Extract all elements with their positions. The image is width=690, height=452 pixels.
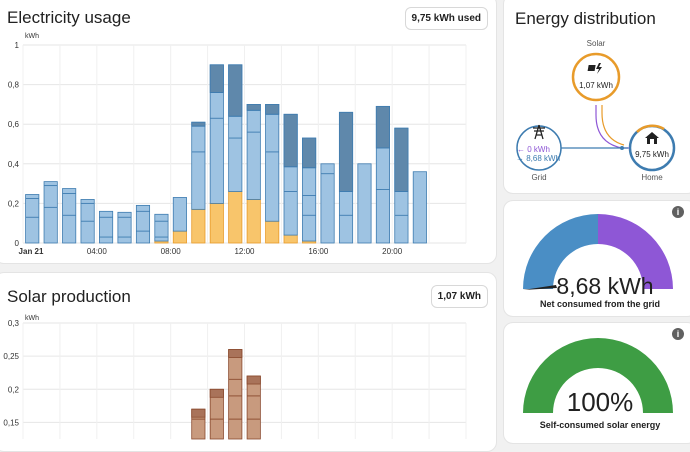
solar-production-chart[interactable]: 0,3 0,25 0,2 0,15 kWh — [0, 273, 497, 452]
gauge-return-arc — [598, 214, 673, 289]
solar-to-home-line-2 — [601, 105, 625, 146]
x-tick-label: 04:00 — [87, 247, 108, 256]
bar-solar-production — [246, 375, 261, 440]
bar-grid — [191, 121, 206, 210]
bar-grid — [43, 181, 58, 244]
solar-production-card: Solar production 1,07 kWh 0,3 0,25 0,2 0,15… — [0, 272, 497, 452]
bar-solar — [209, 202, 224, 244]
grid-gauge-label: Net consumed from the grid — [539, 299, 660, 309]
y-tick-label: 0 — [15, 239, 20, 248]
x-tick-label: 20:00 — [382, 247, 403, 256]
transmission-tower-icon — [533, 124, 545, 140]
electricity-usage-badge[interactable]: 9,75 kWh used — [404, 7, 488, 30]
bar-grid-segment — [191, 121, 206, 127]
bar-solar — [246, 199, 261, 244]
y-axis-label: kWh — [25, 315, 39, 322]
solar-node — [571, 52, 621, 102]
y-tick-label: 0,3 — [8, 319, 20, 328]
bar-grid-segment — [375, 105, 390, 149]
energy-flow-diagram — [516, 52, 676, 172]
y-tick-label: 0,6 — [8, 120, 20, 129]
bar-grid — [172, 197, 187, 232]
bar-solar-production-cap — [209, 388, 224, 398]
solar-gauge-card: i 100% Self-consumed solar energy — [503, 322, 690, 444]
bar-grid — [320, 163, 335, 244]
bar-solar-production-cap — [191, 408, 206, 418]
bar-grid-segment — [265, 104, 280, 115]
x-tick-label: Jan 21 — [19, 247, 44, 256]
bar-grid — [62, 188, 77, 244]
gauge-solar-arc — [523, 338, 673, 413]
y-axis-label: kWh — [25, 33, 39, 40]
electricity-usage-card: Electricity usage 9,75 kWh used 1 0,8 0,6 0… — [0, 0, 497, 264]
bar-solar — [228, 191, 243, 244]
bar-grid — [265, 104, 280, 222]
bar-grid-segment — [209, 64, 224, 93]
bar-solar — [283, 234, 298, 244]
y-tick-label: 0,8 — [8, 81, 20, 90]
home-label: Home — [641, 173, 663, 182]
grid-gauge — [523, 214, 673, 290]
solar-panel-icon — [587, 63, 602, 74]
bar-grid — [412, 171, 427, 244]
solar-gauge-label: Self-consumed solar energy — [539, 420, 661, 430]
y-tick-label: 0,4 — [8, 160, 20, 169]
solar-gauge-value: 100% — [566, 387, 634, 417]
bar-solar-production-cap — [246, 375, 261, 385]
bar-grid-segment — [283, 113, 298, 168]
bar-grid-segment — [338, 111, 354, 192]
bar-grid-segment — [302, 137, 317, 169]
x-tick-label: 12:00 — [234, 247, 255, 256]
solar-production-badge[interactable]: 1,07 kWh — [430, 285, 488, 308]
solar-production-title: Solar production — [7, 287, 131, 306]
solar-value: 1,07 kWh — [579, 81, 613, 90]
solar-to-home-line — [595, 105, 629, 149]
y-tick-label: 0,2 — [8, 385, 20, 394]
gauge-grid-arc — [523, 214, 598, 289]
bar-solar — [172, 230, 187, 244]
grid-label: Grid — [531, 173, 547, 182]
bar-grid — [135, 204, 151, 244]
info-icon[interactable]: i — [672, 328, 684, 340]
solar-label: Solar — [586, 39, 606, 48]
bar-grid-segment — [394, 127, 409, 192]
bar-grid — [117, 211, 132, 244]
grid-out-value: → 8,68 kWh — [516, 154, 561, 163]
energy-distribution-card: Energy distribution Solar 1,07 kWh ← 0 k… — [503, 0, 690, 194]
x-tick-label: 08:00 — [161, 247, 182, 256]
electricity-usage-chart[interactable]: 1 0,8 0,6 0,4 0,2 0 kWh Jan 21 04:00 08:00 12:00 16… — [0, 0, 497, 264]
bar-grid — [357, 163, 372, 244]
bar-grid — [99, 210, 114, 244]
grid-gauge-card: i 8,68 kWh Net consumed from the grid — [503, 200, 690, 317]
home-value: 9,75 kWh — [635, 150, 669, 159]
y-tick-label: 0,25 — [3, 352, 19, 361]
grid-gauge-value: 8,68 kWh — [556, 273, 654, 299]
info-icon[interactable]: i — [672, 206, 684, 218]
bar-grid-segment — [228, 64, 243, 117]
home-icon — [645, 132, 659, 144]
bar-solar-production — [228, 349, 243, 440]
grid-in-value: ← 0 kWh — [517, 145, 550, 154]
bar-solar — [191, 208, 206, 244]
y-tick-label: 1 — [15, 41, 20, 50]
bar-solar — [265, 220, 280, 244]
bar-solar-production-cap — [228, 349, 243, 358]
bar-grid-segment — [246, 104, 261, 111]
bar-grid — [246, 104, 261, 200]
gauge-needle — [523, 285, 557, 290]
energy-distribution-title: Energy distribution — [515, 9, 656, 28]
x-tick-label: 16:00 — [308, 247, 329, 256]
electricity-usage-title: Electricity usage — [7, 8, 131, 27]
y-tick-label: 0,2 — [8, 199, 20, 208]
solar-gauge — [523, 338, 673, 413]
y-tick-label: 0,15 — [3, 418, 19, 427]
bar-grid — [25, 194, 40, 244]
